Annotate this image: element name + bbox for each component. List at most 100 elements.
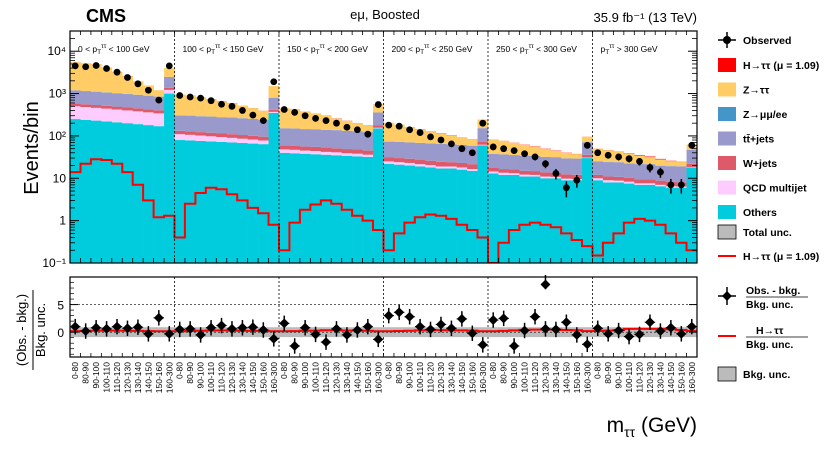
bar-others <box>602 182 614 263</box>
observed-point <box>406 126 414 134</box>
ratio-y-tick-label: 0 <box>57 326 64 340</box>
bar-others <box>404 165 416 263</box>
bar-wjets <box>383 157 395 162</box>
bar-z <box>226 103 238 118</box>
ratio-point <box>550 324 561 335</box>
bar-others <box>331 155 342 263</box>
ratio-point <box>446 323 457 334</box>
bar-wjets <box>602 176 614 181</box>
observed-point <box>259 117 267 125</box>
legend-ratio-obs-marker <box>722 291 732 301</box>
bar-others <box>477 145 489 263</box>
bar-wjets <box>519 170 531 175</box>
observed-point <box>583 141 591 149</box>
bar-wjets <box>613 176 625 181</box>
bar-ttjets <box>320 130 332 148</box>
cms-label: CMS <box>86 6 126 26</box>
bin-label: 0-80 <box>70 362 80 379</box>
bar-qcdmultijet <box>393 162 405 165</box>
ratio-point <box>331 323 342 334</box>
bar-others <box>101 121 113 263</box>
y-tick-label: 10⁻¹ <box>42 256 66 270</box>
bar-ttjets <box>226 117 238 135</box>
bar-wjets <box>174 130 186 135</box>
ratio-point <box>227 323 237 334</box>
bin-label: 160-300 <box>164 362 174 393</box>
bar-wjets <box>195 132 207 136</box>
bar-wjets <box>540 172 551 177</box>
bar-qcdmultijet <box>237 138 248 144</box>
bar-ttjets <box>122 94 133 108</box>
observed-point <box>207 97 215 105</box>
observed-point <box>228 102 236 110</box>
bar-others <box>446 168 457 263</box>
bar-ttjets <box>425 143 437 161</box>
bar-others <box>122 123 133 263</box>
bar-z <box>258 110 269 120</box>
bar-qcdmultijet <box>299 150 311 154</box>
bin-label: 110-120 <box>112 362 122 393</box>
ratio-points <box>70 304 697 354</box>
bar-qcdmultijet <box>686 166 697 168</box>
bar-z <box>519 144 531 156</box>
bar-wjets <box>80 104 92 108</box>
observed-point <box>197 94 205 102</box>
ratio-point <box>467 328 478 339</box>
ratio-y-tick-label: 5 <box>57 299 64 313</box>
bar-wjets <box>310 146 322 152</box>
bin-label: 120-130 <box>436 362 446 393</box>
bar-ttjets <box>508 155 520 170</box>
observed-point <box>291 108 299 116</box>
bar-others <box>90 120 102 263</box>
legend-zee: Z→μμ/ee <box>718 107 788 121</box>
bar-ttjets <box>341 130 353 150</box>
bar-wjets <box>184 131 196 135</box>
region-label: 200 < pTττ < 250 GeV <box>392 43 473 56</box>
bar-wjets <box>132 108 144 112</box>
observed-point <box>636 158 643 165</box>
bar-qcdmultijet <box>488 171 499 174</box>
bar-qcdmultijet <box>226 137 238 143</box>
ratio-point <box>164 328 175 339</box>
legend-ratio-obs-den: Bkg. unc. <box>746 299 793 311</box>
legend-zee-swatch <box>718 107 736 121</box>
ratio-point <box>665 322 676 333</box>
observed-point <box>594 149 602 157</box>
observed-point <box>437 136 445 144</box>
bar-wjets <box>247 135 259 140</box>
observed-point <box>312 114 319 122</box>
observed-point <box>677 181 685 189</box>
bin-label: 140-150 <box>143 362 153 393</box>
observed-point <box>448 140 455 148</box>
bar-others <box>665 187 677 263</box>
main-panel: 0 < pTττ < 100 GeV 100 < pTττ < 150 GeV 15… <box>42 30 698 270</box>
bar-ttjets <box>393 141 405 159</box>
x-axis-title: mττ (GeV) <box>607 414 697 440</box>
bar-others <box>143 125 154 263</box>
bar-ttjets <box>331 130 342 149</box>
observed-point <box>270 78 278 86</box>
legend-z-label: Z→ττ <box>743 85 770 97</box>
ratio-point <box>394 307 405 318</box>
bar-z <box>122 76 133 94</box>
bar-qcdmultijet <box>435 166 447 169</box>
observed-point <box>239 107 246 114</box>
bar-qcdmultijet <box>268 111 280 113</box>
bar-others <box>393 164 405 263</box>
observed-point <box>343 123 351 131</box>
ratio-point <box>425 324 436 335</box>
ratio-point <box>310 329 321 340</box>
bar-qcdmultijet <box>373 127 384 129</box>
bar-wjets <box>331 148 342 153</box>
legend-others-swatch <box>718 205 736 219</box>
bar-others <box>592 180 604 263</box>
bar-qcdmultijet <box>258 140 269 145</box>
bar-others <box>164 93 175 263</box>
bar-ttjets <box>561 158 572 175</box>
y-tick-label: 10³ <box>49 87 66 101</box>
channel-label: eμ, Boosted <box>350 7 420 22</box>
bar-qcdmultijet <box>122 110 133 124</box>
bar-wjets <box>111 106 123 110</box>
bin-label: 0-80 <box>593 362 603 379</box>
